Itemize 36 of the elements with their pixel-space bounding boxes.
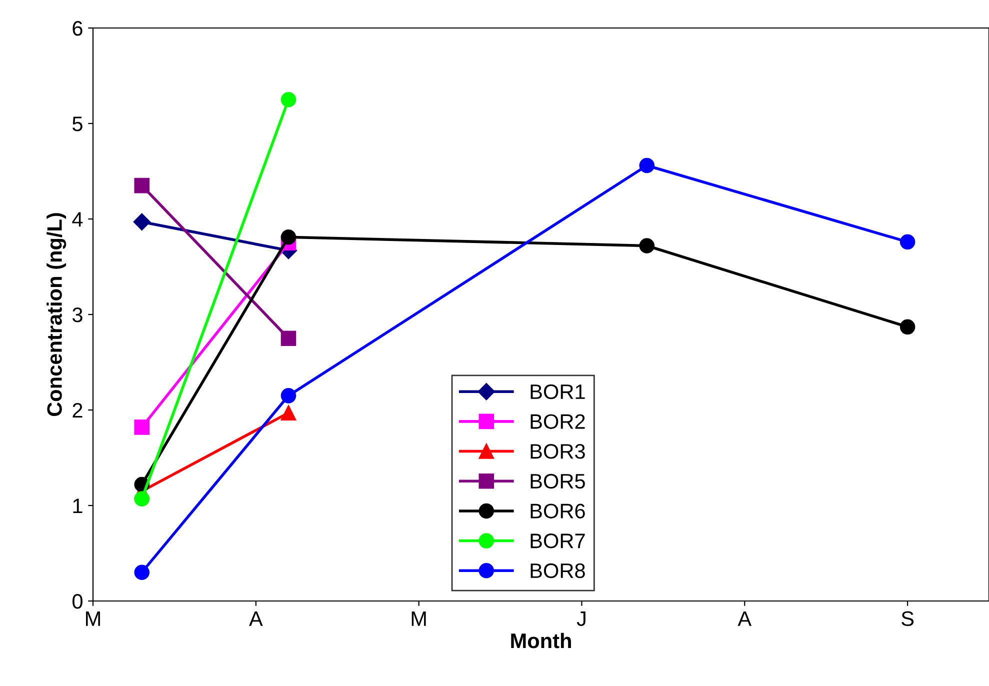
x-tick-label: S bbox=[902, 611, 914, 626]
point bbox=[639, 158, 655, 174]
point bbox=[280, 230, 296, 245]
x-tick-label: A bbox=[738, 611, 752, 626]
point bbox=[134, 564, 150, 580]
point bbox=[639, 238, 655, 254]
legend-label: BOR6 bbox=[530, 504, 585, 518]
point bbox=[134, 491, 150, 506]
point bbox=[134, 420, 150, 435]
y-tick-label: 0 bbox=[72, 594, 82, 609]
y-tick-label: 4 bbox=[72, 212, 83, 227]
y-tick-label: 3 bbox=[72, 308, 82, 322]
y-tick-label: 2 bbox=[72, 403, 82, 418]
y-tick-label: 5 bbox=[72, 116, 82, 132]
legend-label: BOR7 bbox=[530, 534, 585, 548]
legend-label: BOR2 bbox=[530, 414, 585, 429]
point bbox=[900, 319, 916, 335]
x-tick-label: M bbox=[412, 611, 426, 626]
point bbox=[134, 178, 150, 194]
x-axis-title: Month bbox=[511, 632, 571, 648]
point bbox=[280, 405, 296, 421]
y-tick-label: 6 bbox=[72, 21, 82, 36]
x-tick-label: M bbox=[86, 611, 100, 626]
point bbox=[280, 388, 296, 404]
point bbox=[900, 234, 916, 250]
point bbox=[133, 213, 150, 230]
legend-label: BOR1 bbox=[530, 384, 585, 400]
legend-label: BOR3 bbox=[530, 444, 585, 459]
y-axis-title: Concentration (ng/L) bbox=[46, 213, 66, 416]
x-tick-label: J bbox=[576, 611, 586, 626]
legend-label: BOR5 bbox=[530, 474, 585, 489]
legend-label: BOR8 bbox=[530, 563, 585, 578]
point bbox=[280, 92, 296, 108]
point bbox=[280, 330, 296, 346]
x-tick-label: A bbox=[249, 611, 263, 626]
y-tick-label: 1 bbox=[73, 498, 82, 514]
